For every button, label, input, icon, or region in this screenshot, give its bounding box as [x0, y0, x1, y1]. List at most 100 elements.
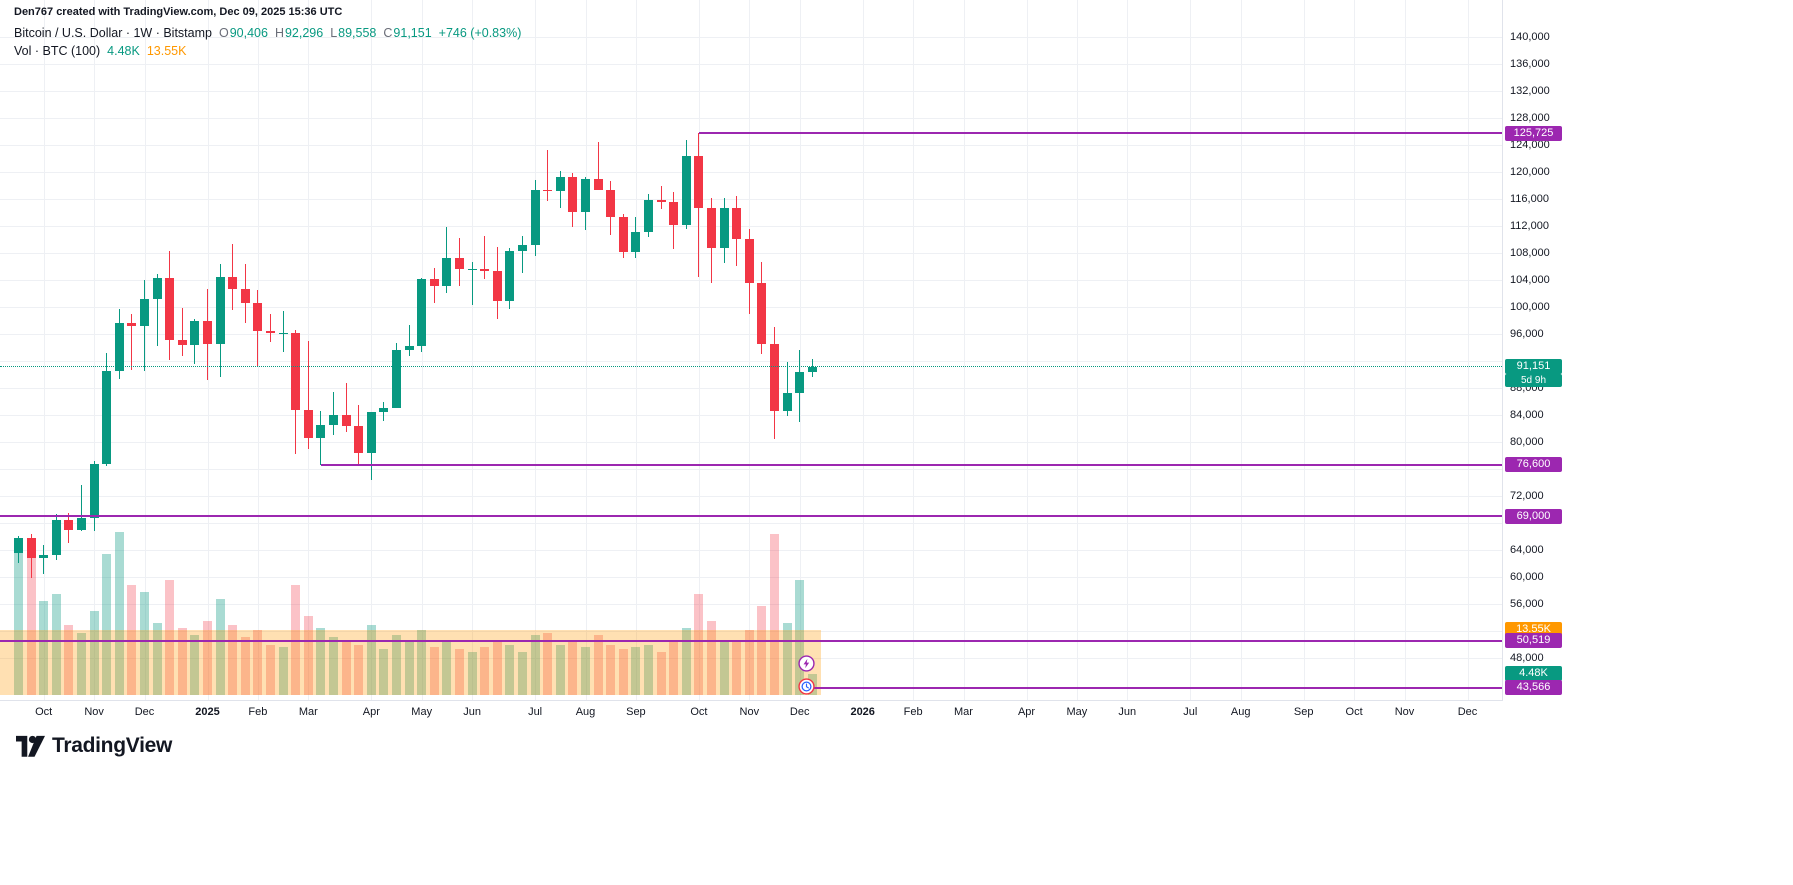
- grid-line-vertical: [862, 0, 864, 700]
- volume-bar: [417, 630, 427, 695]
- ohlc-high-label: H: [274, 26, 284, 40]
- candle-body: [341, 415, 351, 427]
- volume-bar: [278, 647, 288, 695]
- candle-body: [492, 270, 502, 301]
- time-axis-label: Jul: [528, 706, 543, 718]
- volume-bar: [354, 644, 364, 695]
- grid-line-vertical: [585, 0, 587, 700]
- volume-bar: [316, 627, 326, 695]
- candle-body: [215, 276, 225, 345]
- ohlc-close-value: 91,151: [393, 26, 432, 40]
- time-axis-label: Mar: [954, 706, 973, 718]
- candle-body: [177, 340, 187, 346]
- volume-bar: [744, 630, 754, 695]
- candle-body: [366, 411, 376, 453]
- price-axis-label: 72,000: [1510, 489, 1544, 502]
- candle-body: [807, 366, 817, 372]
- volume-bar: [694, 594, 704, 695]
- candle-body: [669, 201, 679, 225]
- chart-plot-area[interactable]: [0, 0, 1502, 700]
- candle-body: [455, 257, 464, 270]
- volume-bar: [455, 649, 464, 695]
- candle-wick: [270, 314, 271, 343]
- lightning-icon: [798, 655, 815, 672]
- grid-line-vertical: [1026, 0, 1028, 700]
- time-axis-label: Oct: [1345, 706, 1363, 718]
- price-axis-label: 64,000: [1510, 543, 1544, 556]
- candle-body: [606, 189, 616, 217]
- time-axis-label: Jul: [1183, 706, 1198, 718]
- volume-bar: [719, 642, 729, 695]
- candle-body: [543, 189, 553, 192]
- grid-line-vertical: [43, 0, 45, 700]
- candle-body: [303, 410, 313, 438]
- candle-body: [442, 257, 452, 287]
- volume-bar: [555, 644, 565, 695]
- level-line[interactable]: [0, 515, 1502, 518]
- ohlc-open-label: O: [218, 26, 229, 40]
- volume-bar: [114, 531, 124, 695]
- grid-line-horizontal: [0, 577, 1502, 578]
- time-axis-label: Sep: [1293, 706, 1314, 718]
- tradingview-branding[interactable]: TradingView: [16, 733, 172, 758]
- grid-line-horizontal: [0, 226, 1502, 227]
- price-axis-label: 48,000: [1510, 651, 1544, 664]
- level-line[interactable]: [812, 686, 1502, 689]
- time-axis[interactable]: Oct Nov Dec 2025 Feb Mar Apr May Jun Jul Aug Sep Oct…: [0, 700, 1503, 722]
- time-axis-label: Dec: [789, 706, 810, 718]
- level-alert-lightning-icon[interactable]: [798, 655, 815, 672]
- grid-line-vertical: [421, 0, 423, 700]
- level-alert-clock-icon[interactable]: [798, 678, 815, 695]
- price-axis-label: 108,000: [1510, 246, 1550, 259]
- ohlc-close-label: C: [383, 26, 393, 40]
- volume-bar: [644, 644, 653, 695]
- level-line[interactable]: [0, 639, 1502, 642]
- candle-body: [656, 199, 666, 202]
- volume-bar: [140, 591, 149, 695]
- price-axis-label: 60,000: [1510, 570, 1544, 583]
- candle-wick: [522, 236, 523, 273]
- volume-bar: [303, 615, 313, 695]
- candle-wick: [383, 402, 385, 422]
- price-axis[interactable]: 140,000 136,000 132,000 128,000 124,000 120,0…: [1502, 0, 1564, 722]
- volume-indicator-label[interactable]: Vol · BTC (100): [14, 44, 101, 58]
- volume-bar: [152, 623, 162, 695]
- volume-current-value: 4.48K: [107, 44, 140, 58]
- volume-bar: [404, 642, 414, 695]
- level-line[interactable]: [320, 463, 1502, 466]
- candle-wick: [408, 324, 410, 356]
- price-chip-level: 76,600: [1505, 457, 1562, 473]
- candle-body: [404, 346, 414, 350]
- grid-line-horizontal: [0, 361, 1502, 362]
- candle-body: [140, 298, 149, 326]
- grid-line-horizontal: [0, 91, 1502, 92]
- candle-body: [89, 464, 99, 518]
- candle-body: [644, 199, 653, 233]
- time-axis-label: Mar: [298, 706, 318, 718]
- volume-bar: [102, 553, 112, 695]
- grid-line-vertical: [207, 0, 209, 700]
- candle-body: [681, 155, 691, 225]
- time-axis-label: Sep: [626, 706, 646, 718]
- candle-body: [39, 555, 49, 559]
- time-axis-label: Dec: [1457, 706, 1478, 718]
- volume-bar: [39, 601, 49, 695]
- volume-bar: [543, 632, 553, 695]
- price-axis-label: 128,000: [1510, 111, 1550, 124]
- grid-line-vertical: [749, 0, 751, 700]
- symbol-title[interactable]: Bitcoin / U.S. Dollar · 1W · Bitstamp: [14, 26, 212, 40]
- price-chip-countdown: 5d 9h: [1505, 374, 1562, 388]
- time-axis-label: Oct: [690, 706, 708, 718]
- time-axis-label: Feb: [903, 706, 923, 718]
- volume-bar: [341, 642, 351, 695]
- candle-body: [329, 415, 338, 426]
- candle-body: [757, 283, 767, 345]
- candle-wick: [81, 485, 82, 532]
- volume-bar: [795, 579, 805, 695]
- grid-line-horizontal: [0, 307, 1502, 308]
- candle-body: [467, 268, 477, 271]
- candle-body: [631, 232, 641, 252]
- volume-bar: [127, 584, 137, 695]
- level-line[interactable]: [698, 132, 1502, 135]
